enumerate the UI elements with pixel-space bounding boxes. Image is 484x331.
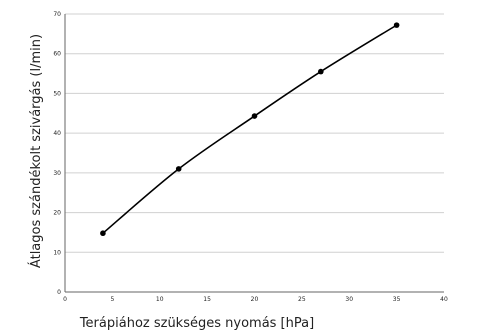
y-tick-labels: 0 10 20 30 40 50 60 70 — [53, 11, 61, 296]
x-tick-label-40: 40 — [440, 296, 448, 303]
data-point-0-4 — [393, 22, 400, 28]
y-axis-title: Átlagos szándékolt szivárgás (l/min) — [28, 34, 44, 268]
y-tick-label-70: 70 — [53, 11, 61, 18]
x-tick-label-10: 10 — [156, 296, 164, 303]
y-tick-label-0: 0 — [57, 289, 61, 296]
x-tick-label-15: 15 — [203, 296, 211, 303]
data-point-0-0 — [100, 230, 106, 237]
y-tick-label-40: 40 — [53, 130, 61, 137]
x-tick-label-0: 0 — [63, 296, 67, 303]
gridlines — [65, 13, 444, 253]
x-tick-label-20: 20 — [251, 296, 259, 303]
y-tick-label-30: 30 — [53, 170, 61, 177]
x-tick-label-25: 25 — [298, 296, 306, 303]
x-tick-label-5: 5 — [110, 296, 114, 303]
data-point-0-2 — [251, 113, 258, 119]
y-tick-label-20: 20 — [53, 210, 61, 217]
y-tick-label-50: 50 — [53, 90, 61, 97]
data-point-0-3 — [318, 68, 324, 75]
series-line-0 — [102, 24, 398, 234]
y-tick-label-60: 60 — [53, 51, 61, 58]
x-axis-title: Terápiához szükséges nyomás [hPa] — [79, 316, 314, 331]
x-tick-label-30: 30 — [345, 296, 353, 303]
x-tick-label-35: 35 — [393, 296, 401, 303]
data-point-0-1 — [175, 166, 182, 172]
x-tick-labels: 0 5 10 15 20 25 30 35 40 — [63, 296, 448, 303]
axes — [64, 14, 444, 293]
y-tick-label-10: 10 — [53, 249, 61, 256]
series-group — [100, 22, 400, 237]
